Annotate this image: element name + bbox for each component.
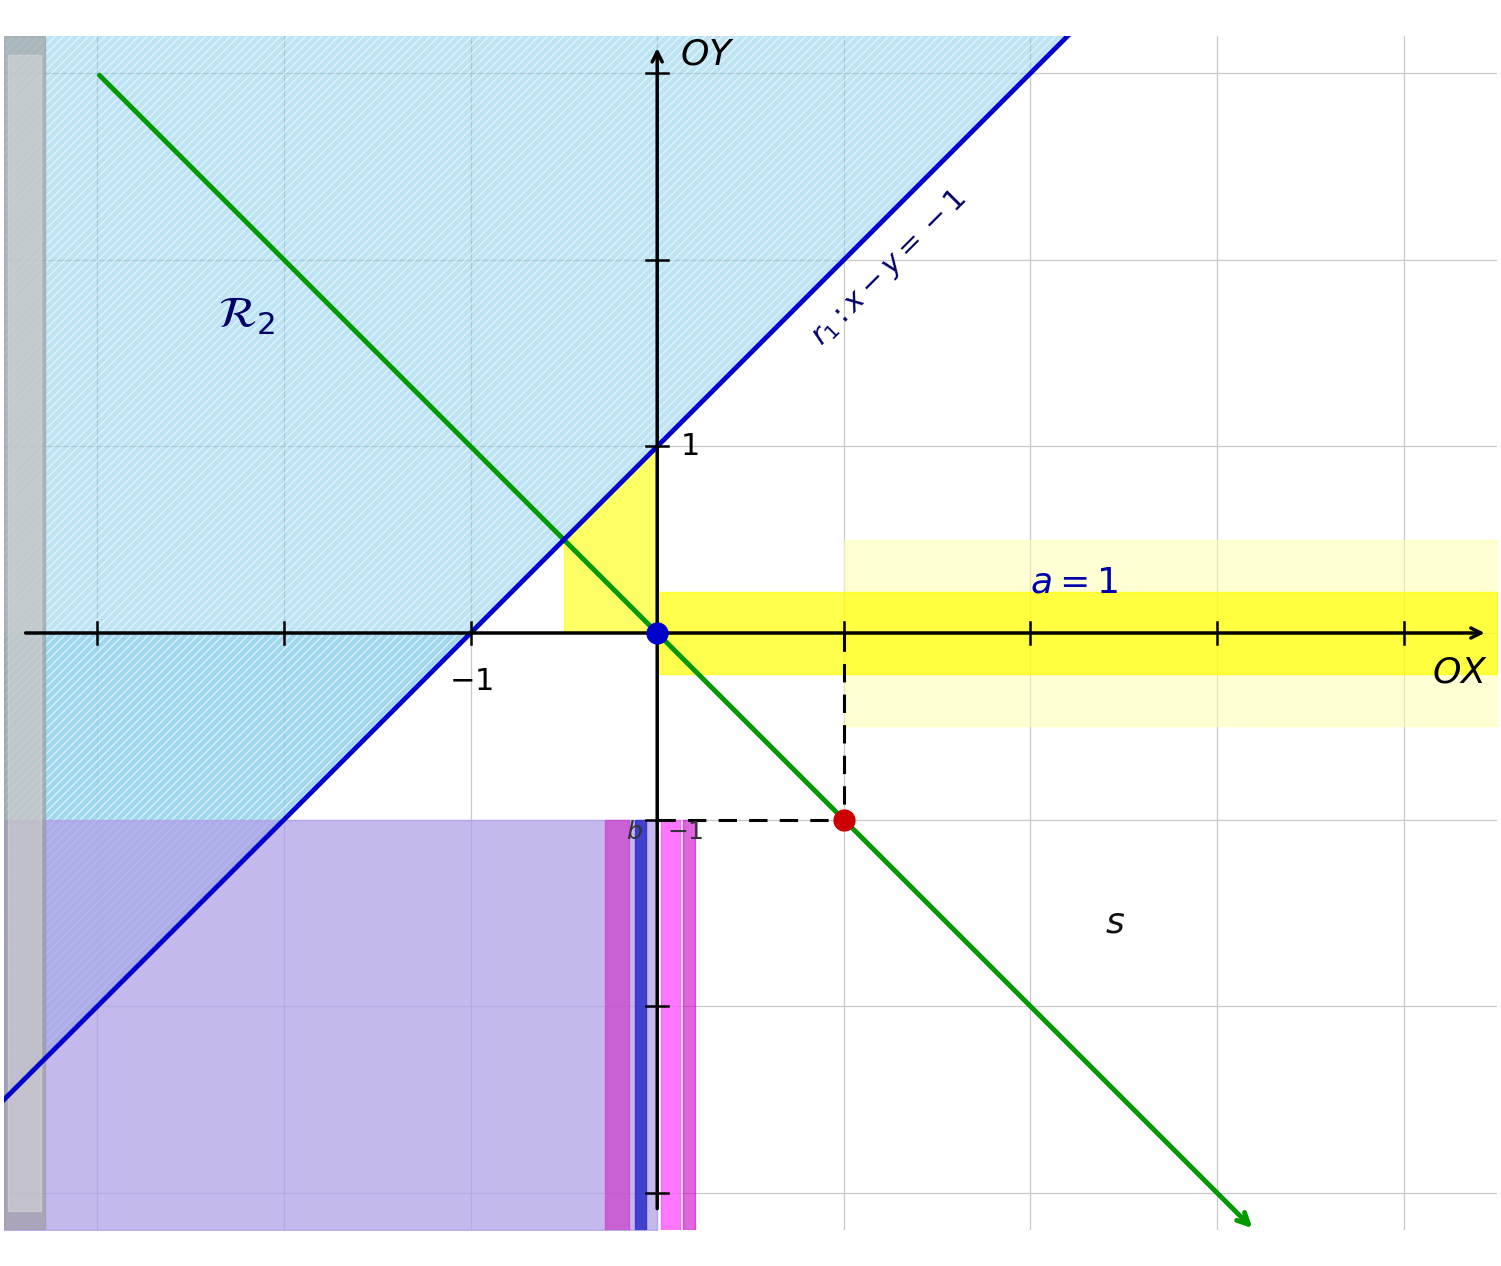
Bar <box>605 819 629 1231</box>
Text: $-1$: $-1$ <box>449 667 492 695</box>
Text: $b$: $b$ <box>626 819 642 843</box>
Bar <box>635 819 645 1231</box>
Text: $r_1 : x - y = -1$: $r_1 : x - y = -1$ <box>805 184 973 352</box>
Text: $1$: $1$ <box>680 432 698 461</box>
Point <box>645 623 669 643</box>
Text: $\mathcal{R}_2$: $\mathcal{R}_2$ <box>218 294 275 338</box>
Bar <box>660 819 680 1231</box>
Text: $OY$: $OY$ <box>680 38 734 72</box>
Text: $a = 1$: $a = 1$ <box>1030 566 1118 599</box>
Text: $-1$: $-1$ <box>666 819 702 843</box>
Bar <box>5 35 45 1231</box>
Point <box>832 809 856 829</box>
Bar <box>683 819 695 1231</box>
Text: $OX$: $OX$ <box>1432 656 1487 690</box>
Text: $s$: $s$ <box>1105 905 1126 939</box>
Bar <box>8 54 42 1212</box>
